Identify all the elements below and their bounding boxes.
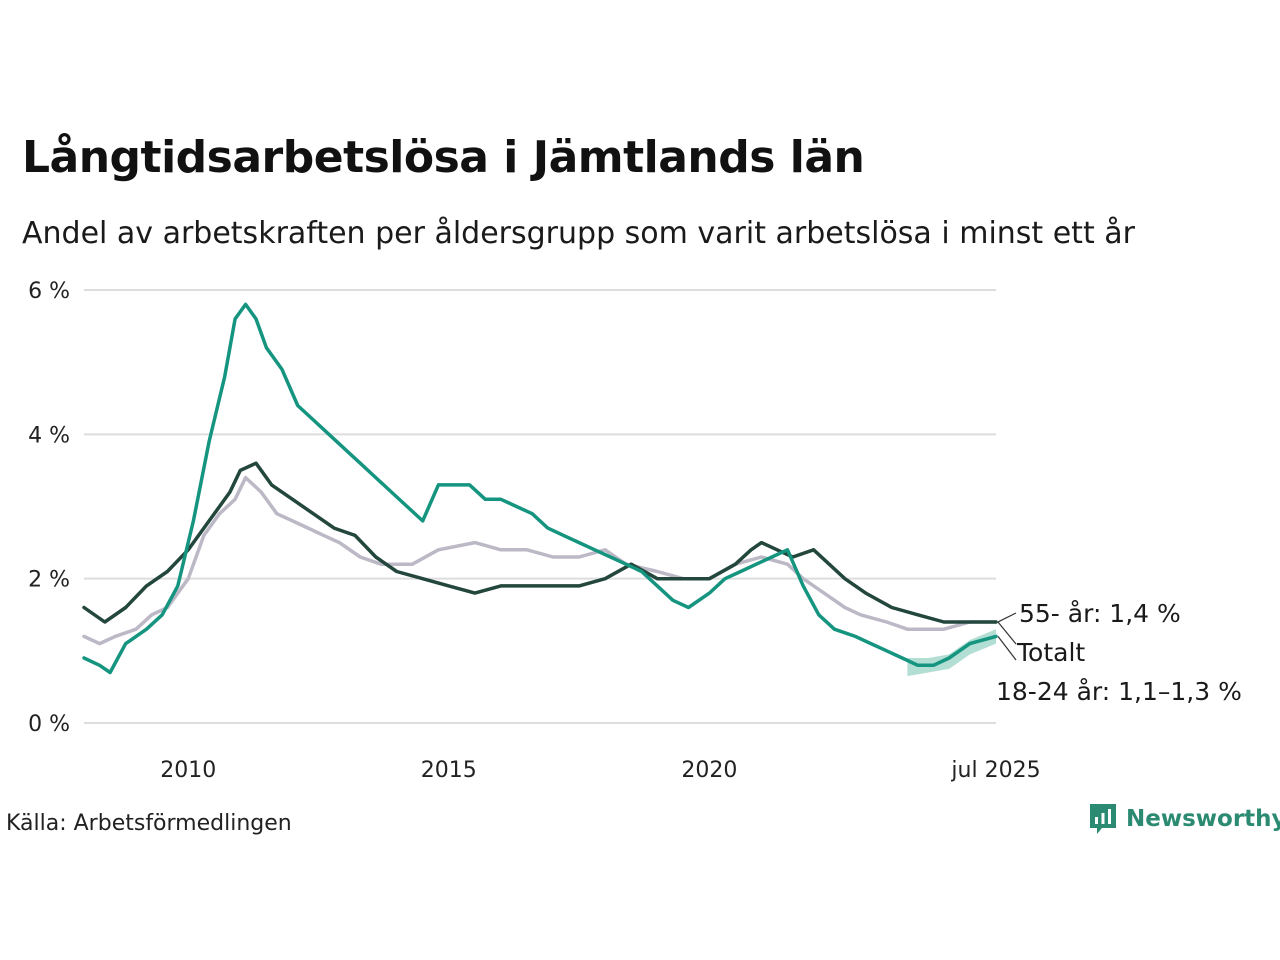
series-line-total — [82, 461, 998, 624]
newsworthy-logo[interactable]: Newsworthy — [1088, 802, 1280, 836]
y-tick-label: 2 % — [28, 568, 70, 593]
range-band-young — [907, 629, 996, 677]
x-tick-label: 2010 — [160, 758, 216, 783]
brand-name: Newsworthy — [1126, 806, 1280, 832]
x-axis-ticks: 2010 2015 2020 jul 2025 — [160, 758, 1040, 783]
leader-line-old — [997, 612, 1017, 623]
label-leader-lines — [997, 612, 1017, 661]
x-tick-label: jul 2025 — [950, 758, 1040, 783]
y-tick-label: 6 % — [28, 279, 70, 304]
end-label-18-24: 18-24 år: 1,1–1,3 % — [996, 677, 1242, 706]
x-tick-label: 2020 — [681, 758, 737, 783]
series-line-young — [82, 302, 998, 675]
leader-line-total — [997, 621, 1017, 645]
y-tick-label: 0 % — [28, 712, 70, 737]
y-axis-ticks: 0 % 2 % 4 % 6 % — [28, 279, 70, 737]
newsworthy-logo-icon — [1090, 804, 1116, 834]
x-tick-label: 2015 — [421, 758, 477, 783]
series-lines — [82, 302, 998, 675]
chart-subtitle: Andel av arbetskraften per åldersgrupp s… — [22, 216, 1135, 251]
chart-title: Långtidsarbetslösa i Jämtlands län — [22, 132, 865, 183]
end-label-55: 55- år: 1,4 % — [1019, 599, 1181, 628]
end-label-total: Totalt — [1016, 638, 1085, 667]
source-note: Källa: Arbetsförmedlingen — [6, 811, 292, 836]
confidence-bands — [907, 629, 996, 677]
y-tick-label: 4 % — [28, 423, 70, 448]
series-line-old — [82, 475, 998, 646]
leader-line-young — [997, 636, 1017, 661]
